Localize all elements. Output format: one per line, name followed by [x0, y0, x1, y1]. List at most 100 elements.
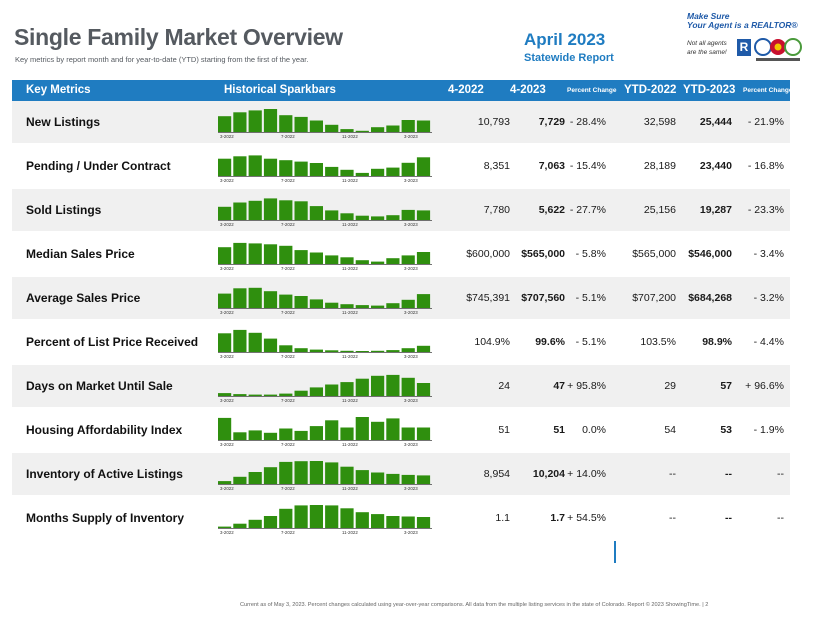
value-4-2023: 99.6% [535, 336, 565, 348]
sparkbar [401, 474, 415, 484]
percent-change: - 28.4% [569, 116, 606, 128]
sparkbar [416, 383, 431, 396]
realtor-line-2: Your Agent is a REALTOR® [687, 20, 798, 30]
sparkbar-tick-label: 3-2023 [404, 398, 418, 403]
table-row: New Listings 3-2022 7-2022 11-2022 3-2023 10,… [12, 101, 790, 145]
sparkbar [325, 124, 339, 132]
sparkbar [355, 215, 369, 220]
sparkbar-tick-label: 3-2022 [220, 486, 234, 491]
sparkbar [248, 430, 262, 440]
sparkbar [416, 345, 431, 352]
sparkbar-tick-label: 3-2023 [404, 442, 418, 447]
sparkbar [371, 375, 385, 396]
sparkbar [416, 517, 431, 528]
sparkbar [340, 213, 354, 220]
sparkbar [279, 115, 293, 132]
sparkbar-chart: 3-2022 7-2022 11-2022 3-2023 [218, 505, 432, 535]
col-ytd-2023: YTD-2023 [683, 84, 736, 96]
sparkbar [355, 378, 369, 396]
value-ytd-2022: -- [669, 512, 676, 524]
sparkbar [263, 158, 278, 176]
metric-name: Median Sales Price [26, 247, 135, 261]
sparkbar [355, 172, 369, 176]
sparkbar [386, 258, 400, 264]
sparkbar-chart: 3-2022 7-2022 11-2022 3-2023 [218, 109, 432, 139]
value-ytd-2022: 29 [664, 380, 676, 392]
sparkbar [386, 516, 400, 528]
sparkbar [233, 242, 247, 264]
sparkbar [401, 120, 415, 132]
sparkbar-tick-label: 11-2022 [342, 486, 358, 491]
sparkbar [355, 512, 369, 528]
sparkbar-tick-label: 11-2022 [342, 178, 358, 183]
sparkbar-tick-label: 7-2022 [281, 310, 295, 315]
sparkbar [233, 329, 247, 352]
sparkbar-chart: 3-2022 7-2022 11-2022 3-2023 [218, 242, 432, 271]
sparkbar [340, 304, 354, 308]
value-ytd-2022: 28,189 [643, 160, 676, 172]
sparkbar-chart: 3-2022 7-2022 11-2022 3-2023 [218, 374, 432, 403]
sparkbar-tick-label: 3-2022 [220, 442, 234, 447]
percent-change: + 14.0% [567, 468, 606, 480]
value-4-2023: 47 [553, 380, 565, 392]
value-4-2023: 7,063 [538, 160, 565, 172]
value-ytd-2022: $707,200 [632, 292, 676, 304]
sparkbar [233, 156, 247, 176]
sparkbar-chart: 3-2022 7-2022 11-2022 3-2023 [218, 461, 432, 491]
sparkbar [309, 349, 323, 352]
sparkbar [233, 523, 247, 528]
value-4-2023: 7,729 [538, 116, 565, 128]
value-4-2022: 1.1 [495, 512, 510, 524]
value-4-2022: $600,000 [466, 248, 510, 260]
value-ytd-2023: -- [725, 468, 732, 480]
percent-change: + 54.5% [567, 512, 606, 524]
sparkbar [371, 421, 385, 440]
sparkbar-tick-label: 3-2022 [220, 178, 234, 183]
sparkbar [325, 384, 339, 396]
sparkbar-tick-label: 7-2022 [281, 442, 295, 447]
metric-name: Sold Listings [26, 203, 102, 217]
sparkbar-tick-label: 7-2022 [281, 178, 295, 183]
sparkbar [386, 473, 400, 484]
sparkbar-tick-label: 3-2022 [220, 354, 234, 359]
sparkbar [279, 294, 293, 308]
table-row: Median Sales Price 3-2022 7-2022 11-2022 3-2… [12, 233, 790, 277]
sparkbar [279, 393, 293, 396]
sparkbar [218, 206, 232, 220]
sparkbar-tick-label: 7-2022 [281, 222, 295, 227]
realtor-r-logo-icon: R [737, 39, 751, 56]
sparkbar [263, 394, 278, 396]
sparkbar [386, 374, 400, 396]
sparkbar [248, 287, 262, 308]
sparkbar-chart: 3-2022 7-2022 11-2022 3-2023 [218, 287, 432, 315]
sparkbar [340, 382, 354, 396]
value-4-2022: 7,780 [483, 204, 510, 216]
sparkbar [371, 472, 385, 484]
ytd-percent-change: - 3.2% [753, 292, 784, 304]
sparkbar [309, 387, 323, 396]
value-4-2023: 1.7 [550, 512, 565, 524]
value-4-2022: 51 [498, 424, 510, 436]
sparkbar [401, 299, 415, 308]
sparkbar [279, 245, 293, 264]
sparkbar [371, 305, 385, 308]
sparkbar-tick-label: 11-2022 [342, 442, 358, 447]
sparkbar [416, 475, 431, 484]
sparkbar [371, 350, 385, 352]
sparkbar [309, 505, 323, 528]
sparkbar [218, 481, 232, 484]
sparkbar [355, 351, 369, 352]
sparkbar-tick-label: 7-2022 [281, 486, 295, 491]
sparkbar [294, 250, 308, 264]
sparkbar [248, 200, 262, 220]
sparkbar [325, 420, 339, 440]
report-header: Single Family Market Overview Key metric… [14, 11, 802, 74]
sparkbar-tick-label: 3-2022 [220, 134, 234, 139]
sparkbar [309, 461, 323, 484]
value-4-2023: $565,000 [521, 248, 565, 260]
sparkbar [263, 338, 278, 352]
sparkbar [248, 110, 262, 132]
sparkbar-tick-label: 7-2022 [281, 266, 295, 271]
sparkbar-tick-label: 3-2023 [404, 354, 418, 359]
metric-name: Average Sales Price [26, 291, 141, 305]
